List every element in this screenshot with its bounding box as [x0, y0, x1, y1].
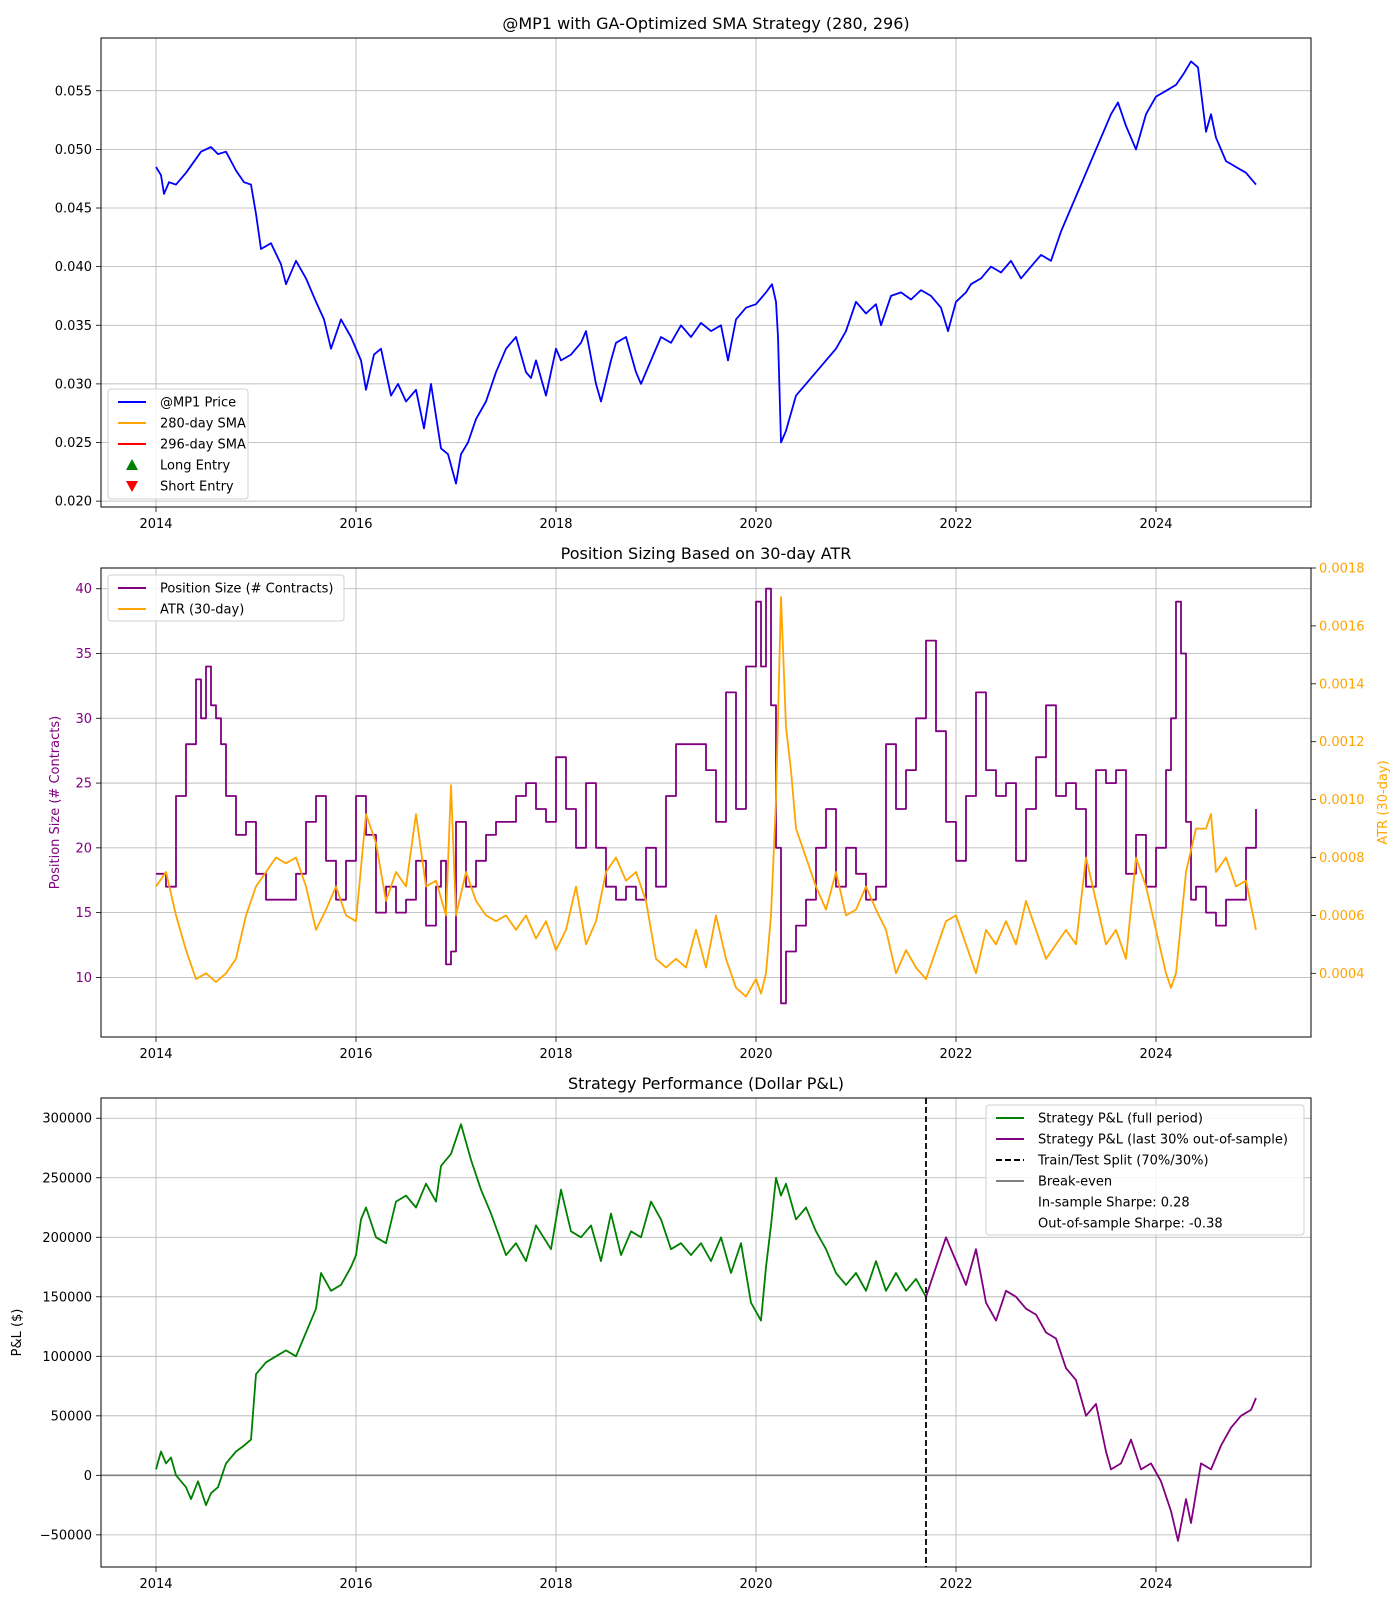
legend-label: Out-of-sample Sharpe: -0.38: [1038, 1217, 1223, 1232]
x-tick-label: 2018: [539, 1047, 572, 1062]
y-tick-label: −50000: [40, 1528, 92, 1543]
y-tick-label: 0.045: [55, 202, 92, 217]
legend-label: Break-even: [1038, 1175, 1112, 1190]
x-tick-label: 2020: [739, 517, 772, 532]
y-tick-label: 0.050: [55, 143, 92, 158]
x-tick-label: 2020: [739, 1047, 772, 1062]
subplot-1: @MP1 with GA-Optimized SMA Strategy (280…: [55, 14, 1312, 532]
y-tick-label: 200000: [42, 1231, 92, 1246]
y-axis-label: P&L ($): [10, 1309, 25, 1357]
y2-tick-label: 0.0012: [1319, 735, 1365, 750]
series-line-2: [925, 1236, 1257, 1542]
plot-area: [155, 587, 1257, 1005]
y-tick-label: 0.040: [55, 260, 92, 275]
axes-frame: [100, 1097, 1312, 1568]
series-line-1: [155, 1123, 927, 1506]
y-tick-label: 300000: [42, 1112, 92, 1127]
x-tick-label: 2020: [739, 1577, 772, 1592]
y-tick-label: 250000: [42, 1171, 92, 1186]
legend-box: [107, 388, 249, 500]
y-tick-label: 0.025: [55, 436, 92, 451]
y2-tick-label: 0.0018: [1319, 562, 1365, 577]
y2-tick-label: 0.0004: [1319, 967, 1365, 982]
y-tick-label: 25: [75, 777, 92, 792]
legend: Strategy P&L (full period) Strategy P&L (…: [985, 1104, 1305, 1236]
y2-tick-label: 0.0016: [1319, 619, 1365, 634]
legend-label: Train/Test Split (70%/30%): [1037, 1154, 1209, 1169]
x-tick-label: 2024: [1139, 1047, 1172, 1062]
legend-label: Short Entry: [160, 480, 234, 495]
legend-label: Strategy P&L (full period): [1038, 1112, 1203, 1127]
axes-frame: [100, 567, 1312, 1038]
legend-label: Position Size (# Contracts): [160, 582, 333, 597]
y2-tick-label: 0.0008: [1319, 851, 1365, 866]
legend-label: @MP1 Price: [160, 396, 236, 411]
subplot-2: Position Sizing Based on 30-day ATR 2014 2…: [48, 544, 1391, 1062]
x-tick-label: 2022: [939, 1047, 972, 1062]
plot-area: [101, 1098, 1311, 1567]
legend: @MP1 Price 280-day SMA 296-day SMA Long Ent…: [107, 388, 249, 500]
y-tick-label: 100000: [42, 1350, 92, 1365]
y-tick-label: 0.055: [55, 84, 92, 99]
x-tick-label: 2024: [1139, 1577, 1172, 1592]
x-tick-label: 2014: [139, 517, 172, 532]
x-tick-label: 2018: [539, 1577, 572, 1592]
y-tick-label: 50000: [51, 1409, 92, 1424]
y-tick-label: 0.020: [55, 495, 92, 510]
y-tick-label: 20: [75, 841, 92, 856]
y-tick-label: 30: [75, 712, 92, 727]
subplot-3: Strategy Performance (Dollar P&L) 2014 201…: [10, 1074, 1312, 1592]
x-tick-label: 2014: [139, 1047, 172, 1062]
legend-marker-down: [126, 481, 138, 492]
y-tick-label: 40: [75, 582, 92, 597]
y-tick-label: 0.035: [55, 319, 92, 334]
y-tick-label: 10: [75, 971, 92, 986]
y-tick-label: 15: [75, 906, 92, 921]
chart-title: Strategy Performance (Dollar P&L): [568, 1074, 844, 1093]
y-axis-label: Position Size (# Contracts): [48, 716, 63, 889]
x-tick-label: 2024: [1139, 517, 1172, 532]
y2-tick-label: 0.0006: [1319, 909, 1365, 924]
legend: Position Size (# Contracts) ATR (30-day): [107, 574, 345, 622]
y-tick-label: 0.030: [55, 377, 92, 392]
x-tick-label: 2022: [939, 517, 972, 532]
legend-label: Long Entry: [160, 459, 230, 474]
x-tick-label: 2016: [339, 517, 372, 532]
x-tick-label: 2016: [339, 1577, 372, 1592]
legend-label: 280-day SMA: [160, 417, 246, 432]
legend-label: 296-day SMA: [160, 438, 246, 453]
y2-tick-label: 0.0010: [1319, 793, 1365, 808]
x-tick-label: 2014: [139, 1577, 172, 1592]
y-tick-label: 150000: [42, 1290, 92, 1305]
grid: [101, 38, 1311, 507]
y-tick-label: 0: [84, 1469, 92, 1484]
chart-title: @MP1 with GA-Optimized SMA Strategy (280…: [502, 14, 909, 33]
series-line-1: [155, 60, 1257, 485]
axes-frame: [100, 37, 1312, 508]
legend-label: In-sample Sharpe: 0.28: [1038, 1196, 1190, 1211]
chart-title: Position Sizing Based on 30-day ATR: [561, 544, 852, 563]
legend-marker-up: [126, 459, 138, 470]
legend-box: [107, 574, 345, 622]
series-line-2: [155, 596, 1257, 998]
x-tick-label: 2018: [539, 517, 572, 532]
legend-label: ATR (30-day): [160, 603, 244, 618]
y-tick-label: 35: [75, 647, 92, 662]
legend-box: [985, 1104, 1305, 1236]
y2-axis-label: ATR (30-day): [1376, 760, 1391, 844]
y2-tick-label: 0.0014: [1319, 677, 1365, 692]
x-tick-label: 2022: [939, 1577, 972, 1592]
legend-label: Strategy P&L (last 30% out-of-sample): [1038, 1133, 1288, 1148]
plot-area: [155, 60, 1257, 485]
grid: [101, 1098, 1311, 1567]
x-tick-label: 2016: [339, 1047, 372, 1062]
series-line-1: [156, 587, 1257, 1005]
